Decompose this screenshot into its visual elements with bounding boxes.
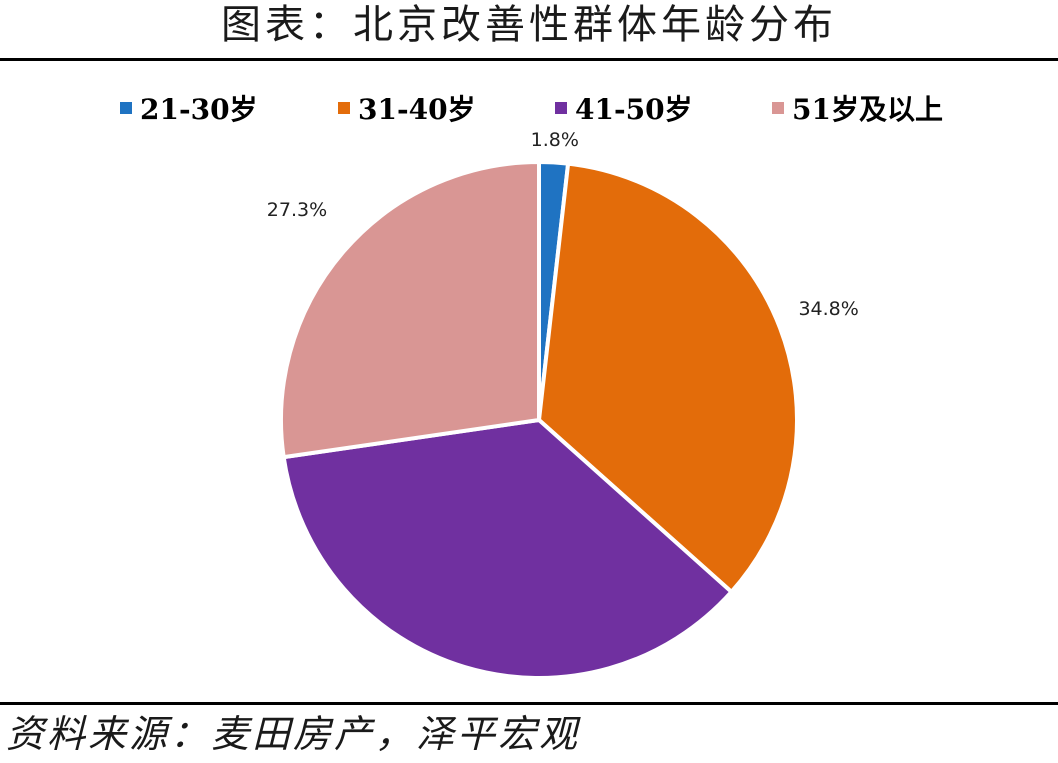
title-divider <box>0 58 1058 61</box>
data-label-31-40: 34.8% <box>798 298 858 320</box>
legend-label-31-40: 31-40岁 <box>358 93 476 126</box>
legend-item-21-30: 21-30岁 <box>120 88 258 128</box>
legend-label-21-30: 21-30岁 <box>140 93 258 126</box>
pie-slice-51-plus <box>279 160 541 460</box>
source-divider <box>0 702 1058 705</box>
legend-swatch-31-40 <box>338 102 350 114</box>
chart-title: 图表：北京改善性群体年龄分布 <box>221 2 837 48</box>
legend-item-51-plus: 51岁及以上 <box>772 88 943 128</box>
data-label-51-plus: 27.3% <box>267 199 327 221</box>
legend-swatch-21-30 <box>120 102 132 114</box>
pie-slice-31-40 <box>537 161 799 594</box>
legend-label-51-plus: 51岁及以上 <box>792 93 943 126</box>
chart-legend: 21-30岁 31-40岁 41-50岁 51岁及以上 <box>0 88 1058 128</box>
legend-swatch-51-plus <box>772 102 784 114</box>
pie-chart: 1.8%34.8%36.1%27.3% <box>267 129 859 680</box>
legend-swatch-41-50 <box>555 102 567 114</box>
legend-item-41-50: 41-50岁 <box>555 88 693 128</box>
data-label-21-30: 1.8% <box>531 129 579 151</box>
legend-label-41-50: 41-50岁 <box>575 93 693 126</box>
source-note: 资料来源：麦田房产，泽平宏观 <box>6 712 581 756</box>
legend-item-31-40: 31-40岁 <box>338 88 476 128</box>
pie-slice-41-50 <box>281 418 734 680</box>
